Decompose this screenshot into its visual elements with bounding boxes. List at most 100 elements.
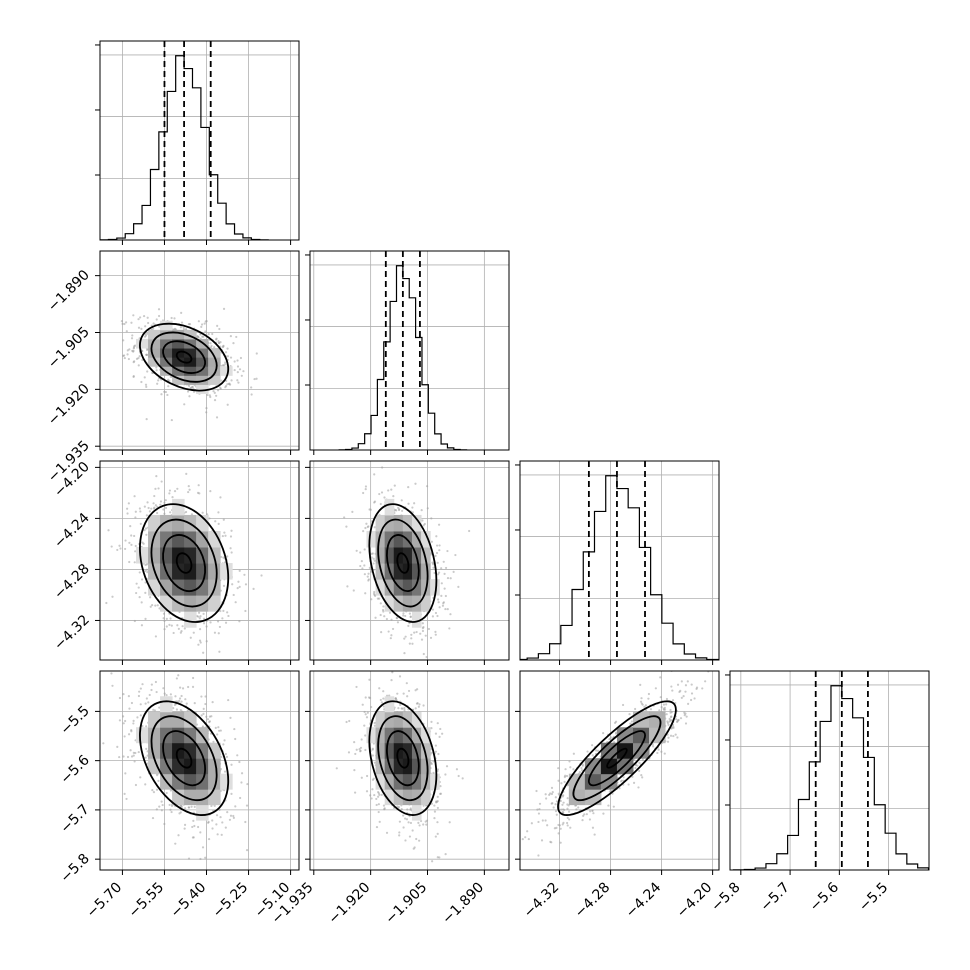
sample-point (187, 322, 190, 326)
sample-point (438, 544, 441, 547)
sample-point (232, 816, 235, 819)
sample-point (232, 814, 235, 818)
sample-point (394, 697, 397, 700)
sample-point (198, 639, 202, 642)
sample-point (170, 316, 173, 320)
sample-point (191, 825, 194, 829)
sample-point (218, 341, 221, 345)
sample-point (390, 634, 393, 637)
sample-point (154, 604, 157, 607)
sample-point (118, 696, 122, 700)
sample-point (204, 695, 207, 698)
sample-point (157, 779, 160, 782)
sample-point (216, 833, 219, 836)
sample-point (425, 823, 428, 826)
contour-line (175, 747, 193, 769)
sample-point (123, 322, 126, 326)
density-cell (393, 595, 404, 612)
sample-point (240, 781, 243, 784)
contour-line (139, 322, 230, 392)
sample-point (205, 411, 208, 414)
y-tick-label: −5.5 (57, 703, 92, 738)
sample-point (85, 322, 87, 324)
density-cell (160, 547, 173, 564)
density-cell (196, 384, 209, 395)
density-cell (196, 804, 209, 821)
sample-point (199, 615, 202, 618)
density-cell (196, 366, 209, 376)
density-cell (184, 727, 197, 744)
sample-point (163, 390, 166, 393)
sample-point (236, 359, 239, 362)
sample-point (408, 835, 412, 838)
panel-frame (519, 460, 720, 661)
sample-point (156, 604, 159, 607)
panel-frame (99, 670, 300, 871)
sample-point (133, 619, 136, 623)
sample-point (402, 612, 405, 615)
sample-point (359, 551, 362, 554)
sample-point (436, 561, 439, 564)
sample-point (415, 630, 418, 634)
sample-point (436, 722, 439, 725)
sample-point (165, 694, 168, 697)
sample-point (364, 485, 368, 488)
density-cell (184, 348, 197, 358)
sample-point (410, 637, 413, 640)
sample-point (444, 607, 447, 611)
sample-point (216, 620, 220, 623)
sample-point (102, 742, 105, 745)
sample-point (223, 363, 227, 366)
contour-line (139, 503, 230, 623)
sample-point (221, 534, 224, 538)
density-cell (160, 514, 173, 532)
sample-point (230, 379, 233, 382)
sample-point (222, 584, 226, 587)
sample-point (215, 394, 218, 397)
sample-point (446, 576, 450, 580)
sample-point (227, 698, 230, 702)
sample-point (139, 522, 142, 525)
density-cell (196, 742, 209, 759)
sample-point (144, 783, 147, 786)
sample-point (167, 385, 170, 388)
sample-point (168, 489, 172, 492)
sample-point (207, 821, 210, 824)
sample-point (177, 674, 180, 677)
density-layer (343, 466, 471, 659)
density-cell (384, 789, 395, 806)
sample-point (168, 492, 171, 495)
sample-point (245, 804, 249, 807)
sample-point (392, 495, 395, 498)
sample-point (429, 636, 433, 639)
sample-point (360, 776, 363, 779)
sample-point (427, 627, 431, 631)
sample-point (220, 755, 223, 758)
sample-point (199, 641, 202, 644)
sample-point (127, 502, 130, 505)
sample-point (217, 511, 220, 514)
sample-point (418, 824, 421, 827)
sample-point (152, 502, 155, 505)
sample-point (217, 340, 220, 343)
sample-point (128, 560, 131, 564)
sample-point (379, 613, 382, 617)
sample-point (360, 559, 363, 563)
sample-point (407, 486, 410, 489)
sample-point (409, 821, 413, 825)
sample-point (438, 606, 441, 609)
sample-point (145, 418, 148, 421)
sample-point (377, 803, 380, 806)
sample-point (131, 334, 134, 337)
sample-point (377, 791, 380, 794)
sample-point (365, 522, 368, 525)
sample-point (215, 823, 218, 826)
sample-point (233, 368, 236, 372)
sample-point (373, 500, 377, 503)
sample-point (199, 857, 202, 861)
sample-point (444, 853, 447, 856)
sample-point (402, 826, 405, 829)
density-cell (384, 579, 395, 596)
sample-point (385, 831, 389, 834)
sample-point (454, 553, 457, 557)
